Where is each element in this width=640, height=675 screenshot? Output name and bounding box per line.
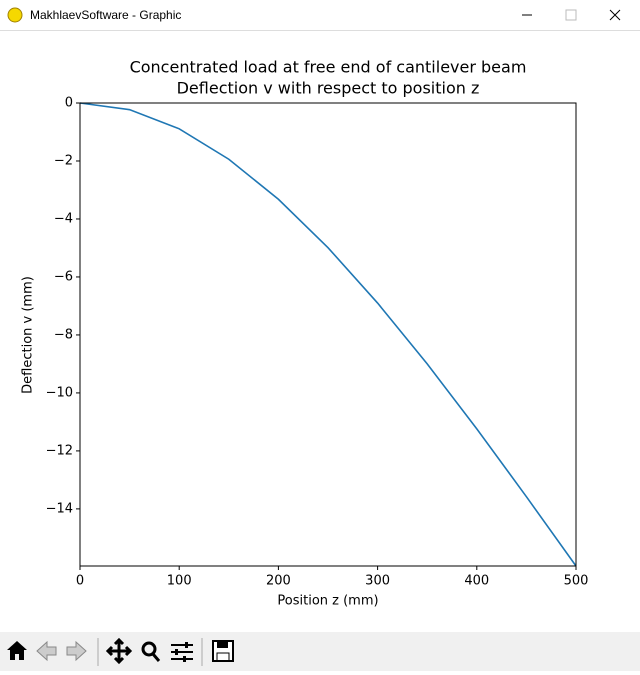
back-button[interactable] — [36, 640, 57, 662]
y-tick-label: −10 — [46, 385, 73, 400]
plot-frame — [79, 102, 577, 567]
chart: Concentrated load at free end of cantile… — [21, 58, 589, 609]
y-tick-label: −6 — [54, 269, 73, 284]
maximize-button[interactable] — [565, 9, 577, 21]
chart-title: Concentrated load at free end of cantile… — [130, 58, 527, 77]
y-tick-label: −8 — [54, 327, 73, 342]
y-tick-label: −4 — [54, 211, 73, 226]
configure-button[interactable] — [171, 642, 193, 662]
x-tick-label: 200 — [266, 574, 291, 589]
data-line — [79, 102, 577, 567]
x-tick-label: 300 — [365, 574, 390, 589]
toolbar — [0, 632, 640, 671]
title-bar: MakhlaevSoftware - Graphic — [0, 0, 640, 31]
save-button[interactable] — [212, 640, 234, 662]
forward-button[interactable] — [66, 640, 87, 662]
y-tick-label: −2 — [54, 153, 73, 168]
pan-button[interactable] — [105, 637, 133, 665]
close-button[interactable] — [609, 9, 621, 21]
y-axis-label: Deflection v (mm) — [21, 276, 36, 394]
y-tick-label: −12 — [46, 443, 73, 458]
x-tick-label: 400 — [464, 574, 489, 589]
title-bar-icons — [7, 7, 621, 23]
x-tick-label: 500 — [564, 574, 589, 589]
chart-subtitle: Deflection v with respect to position z — [177, 79, 480, 98]
x-axis-label: Position z (mm) — [277, 594, 378, 609]
toolbar-icons — [7, 637, 234, 666]
window-title: MakhlaevSoftware - Graphic — [30, 8, 182, 22]
app-icon — [7, 7, 23, 23]
home-button[interactable] — [7, 641, 27, 660]
y-tick-label: −14 — [46, 501, 73, 516]
x-tick-label: 100 — [167, 574, 192, 589]
x-tick-label: 0 — [76, 574, 84, 589]
y-tick-label: 0 — [65, 96, 73, 111]
zoom-button[interactable] — [141, 641, 161, 662]
